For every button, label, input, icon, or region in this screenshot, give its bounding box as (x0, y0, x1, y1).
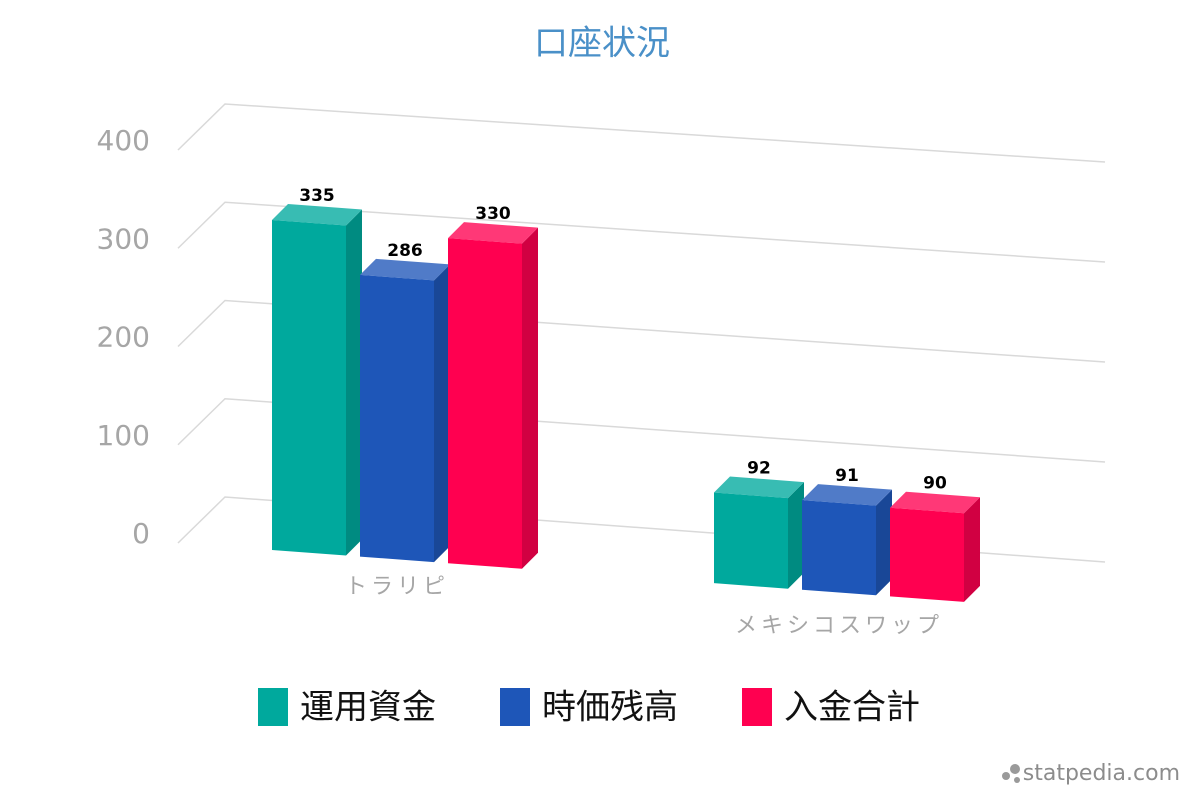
x-tick-label: メキシコスワップ (735, 614, 943, 639)
bar-side (346, 209, 362, 556)
value-label: 91 (835, 466, 859, 486)
bar-side (876, 489, 892, 596)
bar (802, 500, 876, 596)
bar-top (360, 258, 450, 281)
value-label: 330 (475, 204, 511, 224)
y-tick-label: 0 (132, 517, 150, 550)
chart-title: 口座状況 (534, 24, 670, 64)
value-label: 92 (747, 459, 771, 479)
bar-top (448, 222, 538, 244)
watermark: statpedia.com (1023, 761, 1180, 786)
bar (890, 507, 964, 602)
value-label: 286 (387, 241, 423, 261)
y-tick-label: 300 (97, 222, 150, 255)
legend-label: 運用資金 (300, 688, 436, 728)
legend-label: 時価残高 (542, 688, 678, 728)
bar (448, 238, 522, 569)
y-tick-label: 200 (97, 321, 150, 354)
bar-side (522, 227, 538, 569)
bar (272, 220, 346, 556)
grid-line (177, 201, 1106, 263)
legend-label: 入金合計 (784, 688, 920, 728)
y-tick-label: 400 (97, 124, 150, 157)
legend-swatch (742, 688, 772, 726)
value-label: 90 (923, 474, 947, 494)
legend-swatch (258, 688, 288, 726)
bar (714, 492, 788, 589)
x-tick-label: トラリピ (345, 574, 449, 599)
grid-line (177, 299, 1106, 363)
watermark-logo (1002, 764, 1020, 783)
bar-side (788, 482, 804, 589)
bar-top (272, 204, 362, 226)
grid-line (177, 103, 1106, 163)
bar-top (802, 484, 892, 506)
y-tick-label: 100 (97, 419, 150, 452)
bar-top (714, 476, 804, 499)
bar-top (890, 491, 980, 514)
bar-side (964, 497, 980, 602)
legend-swatch (500, 688, 530, 726)
bar (360, 274, 434, 563)
value-label: 335 (299, 186, 335, 206)
grid-line (177, 397, 1106, 463)
bar-side (434, 264, 450, 563)
